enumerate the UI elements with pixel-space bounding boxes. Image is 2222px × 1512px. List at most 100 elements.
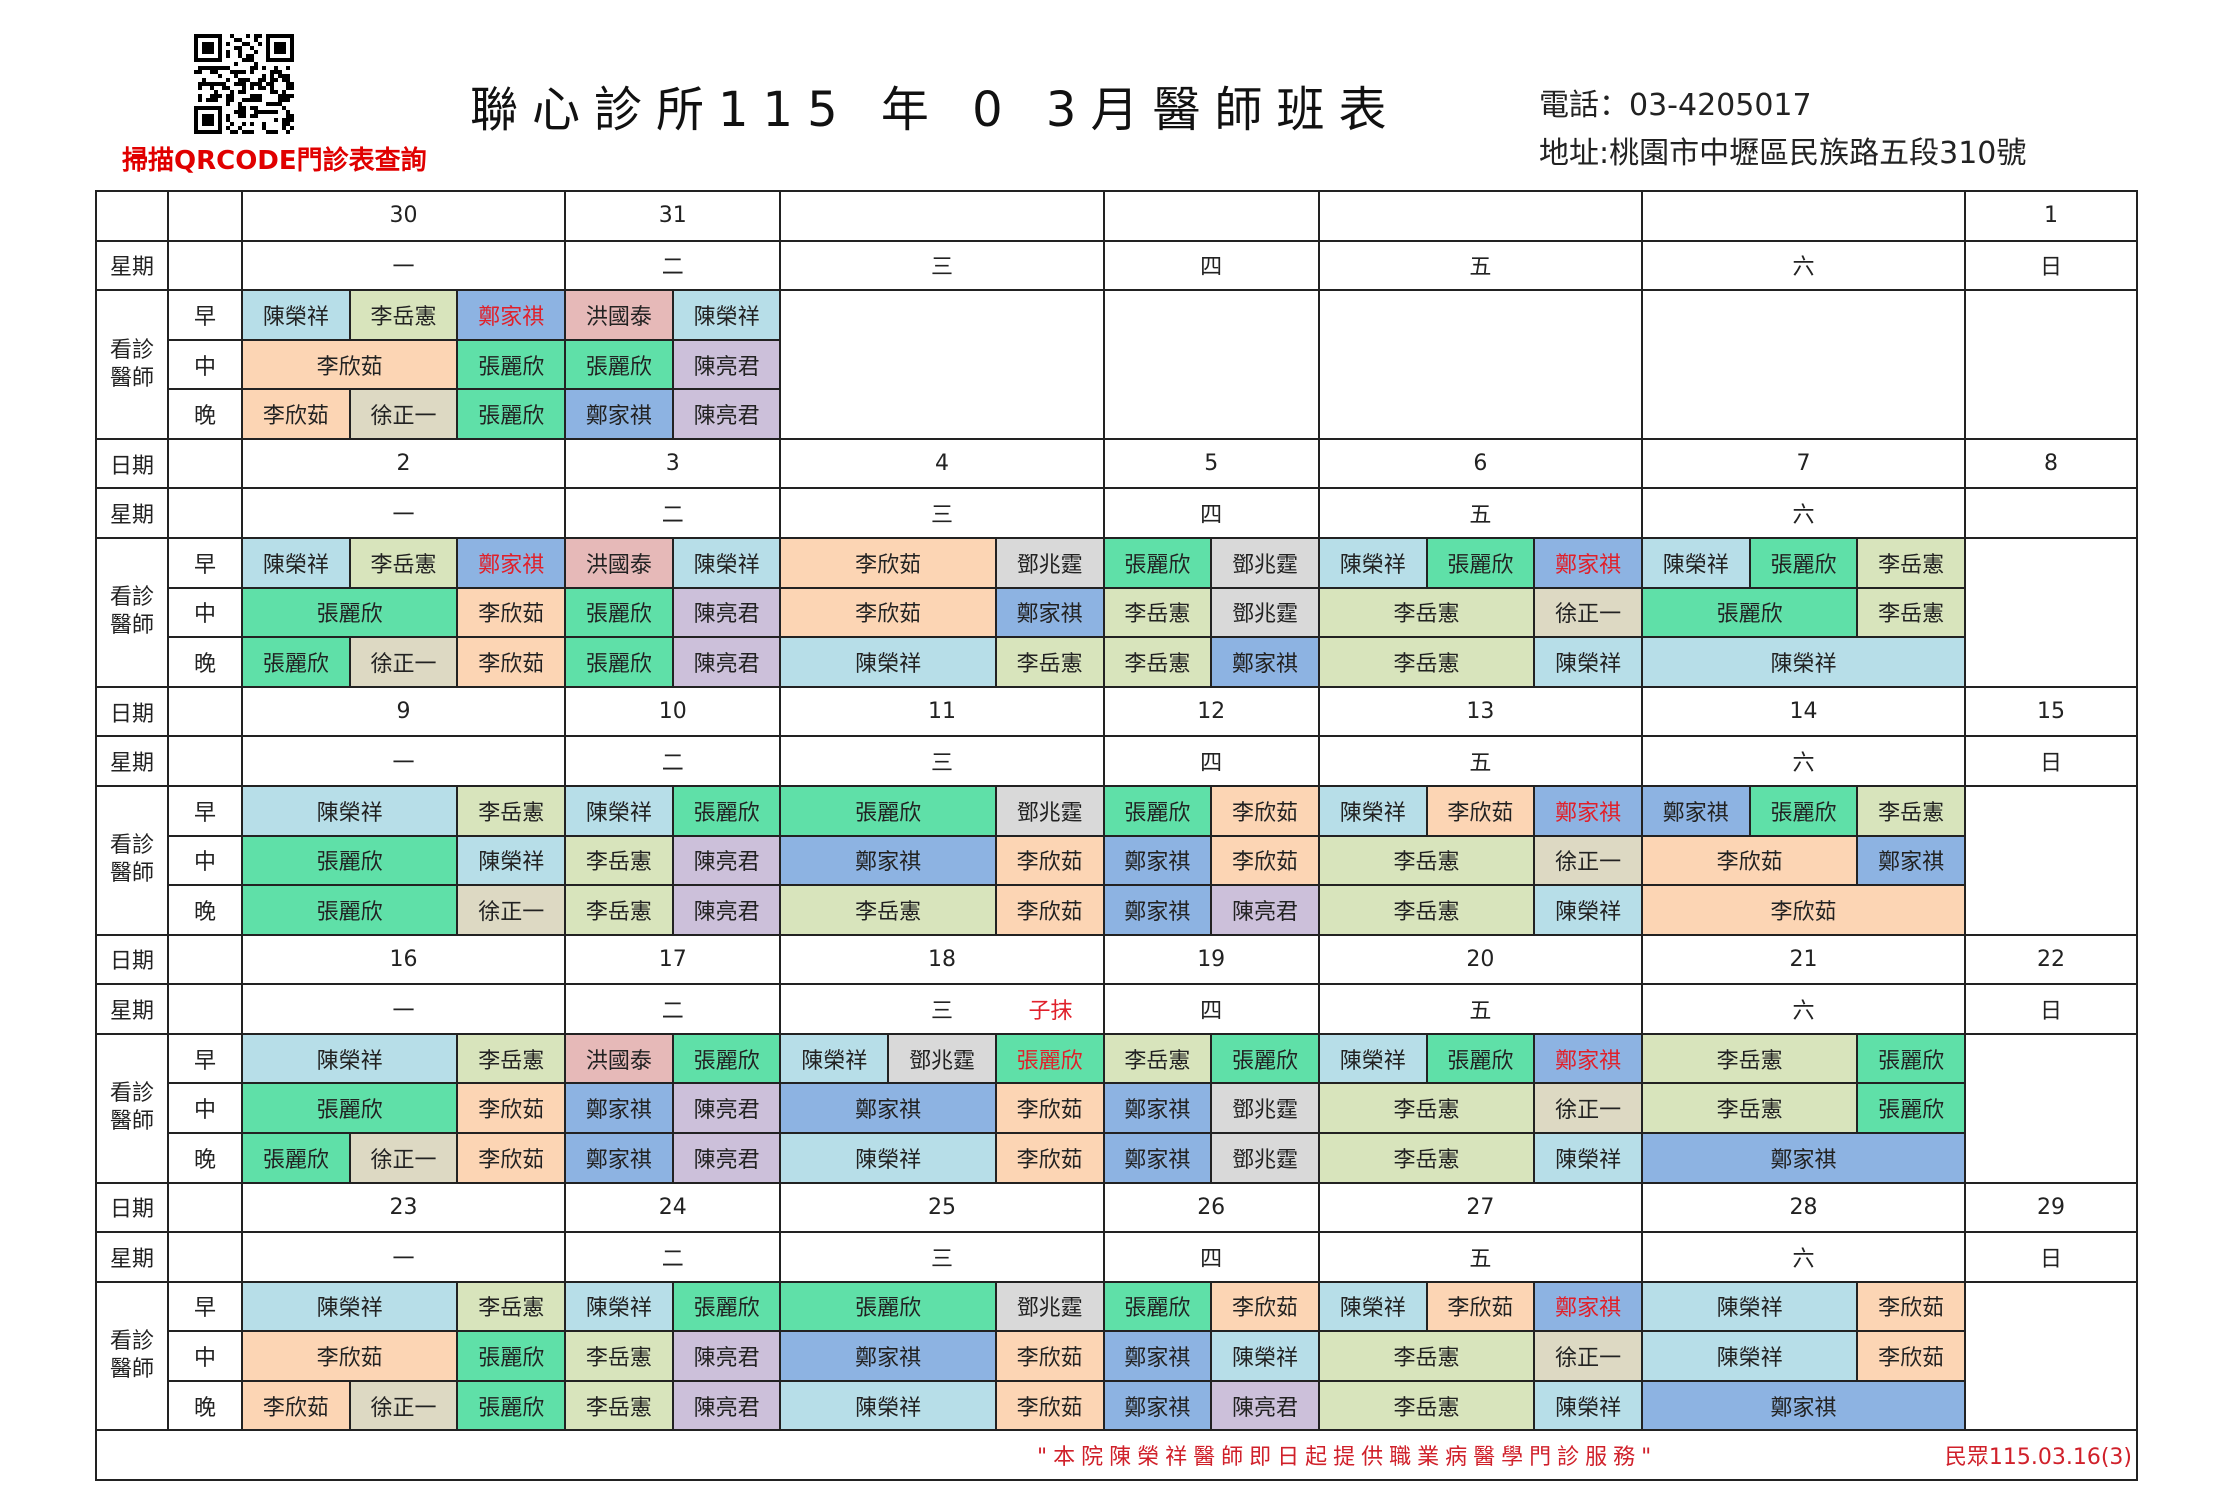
doctor-cell: 徐正一 — [350, 1381, 457, 1430]
doctor-cell: 李岳憲 — [1319, 588, 1534, 637]
doctor-cell: 張麗欣 — [243, 1084, 457, 1132]
doctor-cell: 鄭家祺 — [1104, 886, 1211, 934]
doctor-cell: 鄧兆霆 — [996, 786, 1103, 835]
doctor-cell: 陳亮君 — [673, 340, 780, 389]
doctor-cell: 張麗欣 — [566, 638, 672, 686]
footer-row: "本院陳榮祥醫師即日起提供職業病醫學門診服務" 民眾115.03.16(3) — [97, 1431, 2136, 1479]
doctor-cell: 陳榮祥 — [1642, 638, 1964, 686]
empty-cell — [169, 192, 241, 240]
doctor-cell: 李欣茹 — [996, 886, 1103, 934]
doctor-cell: 鄭家祺 — [458, 291, 565, 339]
doctor-cell: 張麗欣 — [1750, 786, 1857, 835]
doctor-cell: 張麗欣 — [1858, 1034, 1964, 1083]
date-label: 日期 — [97, 935, 167, 984]
weekday-label: 星期 — [97, 737, 167, 785]
doctor-cell: 陳榮祥 — [1319, 539, 1426, 587]
weekday-cell: 二 — [566, 489, 780, 538]
doctor-cell: 鄭家祺 — [1535, 1282, 1641, 1331]
weekday-label: 星期 — [97, 241, 167, 290]
doctor-cell: 陳榮祥 — [781, 1381, 995, 1430]
doctor-cell: 鄭家祺 — [458, 539, 565, 587]
empty-cell — [97, 192, 167, 240]
doctor-cell: 陳亮君 — [673, 836, 780, 885]
shift-label-1: 中 — [169, 588, 241, 637]
doctor-cell: 鄧兆霆 — [996, 1282, 1103, 1331]
doctor-cell: 陳榮祥 — [781, 638, 995, 686]
doctor-cell: 張麗欣 — [673, 1034, 780, 1083]
doctor-cell: 李岳憲 — [566, 836, 672, 885]
doctor-cell: 鄭家祺 — [1212, 638, 1318, 686]
doctor-cell: 李岳憲 — [1104, 588, 1211, 637]
doctor-cell: 李欣茹 — [458, 638, 565, 686]
doctor-cell: 徐正一 — [350, 638, 457, 686]
doctor-cell: 陳榮祥 — [1212, 1332, 1318, 1380]
doctor-cell: 張麗欣 — [996, 1034, 1103, 1083]
doctor-cell: 李欣茹 — [1642, 836, 1857, 885]
weekday-cell: 一 — [243, 241, 565, 290]
doctor-cell: 鄭家祺 — [1535, 1034, 1641, 1083]
empty-schedule-cell — [1966, 786, 2136, 934]
doctor-cell: 鄭家祺 — [1104, 836, 1211, 885]
weekday-cell: 一 — [243, 1233, 565, 1281]
weekday-cell: 日 — [1966, 737, 2136, 785]
doctor-cell: 張麗欣 — [1104, 539, 1211, 587]
doctor-cell: 李欣茹 — [781, 588, 995, 637]
empty-schedule-cell — [1104, 291, 1318, 438]
doctors-label: 看診 醫師 — [97, 786, 167, 934]
empty-schedule-cell — [1966, 1034, 2136, 1182]
doctor-cell: 張麗欣 — [243, 1133, 349, 1182]
doctor-cell: 李岳憲 — [1642, 1034, 1857, 1083]
date-cell: 16 — [243, 935, 565, 984]
empty-cell — [169, 241, 241, 290]
weekday-cell: 六 — [1642, 1233, 1964, 1281]
doctor-cell: 陳榮祥 — [1535, 638, 1641, 686]
shift-label-0: 早 — [169, 1282, 241, 1331]
doctors-label-text: 醫師 — [109, 613, 154, 639]
doctor-cell: 徐正一 — [1535, 588, 1641, 637]
doctor-cell: 鄧兆霆 — [889, 1034, 995, 1083]
empty-cell — [169, 489, 241, 538]
weekday-cell: 四 — [1104, 737, 1318, 785]
doctor-cell: 鄭家祺 — [781, 836, 995, 885]
date-cell: 6 — [1319, 439, 1641, 488]
doctor-cell: 李岳憲 — [566, 1332, 672, 1380]
doctor-cell: 李岳憲 — [1858, 786, 1964, 835]
weekday-label: 星期 — [97, 489, 167, 538]
doctor-cell: 李欣茹 — [243, 1332, 457, 1380]
doctor-cell: 鄭家祺 — [1104, 1381, 1211, 1430]
doctor-cell: 陳亮君 — [673, 1133, 780, 1182]
date-cell: 1 — [1966, 192, 2136, 240]
doctor-cell: 李岳憲 — [1642, 1084, 1857, 1132]
doctor-cell: 張麗欣 — [1642, 588, 1857, 637]
doctor-cell: 洪國泰 — [566, 291, 672, 339]
doctors-label-text: 看診 — [109, 1329, 154, 1355]
doctor-cell: 陳榮祥 — [243, 1034, 457, 1083]
doctor-cell: 張麗欣 — [566, 340, 672, 389]
weekday-cell: 四 — [1104, 1233, 1318, 1281]
doctor-cell: 張麗欣 — [243, 886, 457, 934]
doctor-cell: 陳亮君 — [673, 1381, 780, 1430]
date-cell: 26 — [1104, 1183, 1318, 1232]
doctor-cell: 李欣茹 — [1212, 836, 1318, 885]
doctor-cell: 洪國泰 — [566, 1034, 672, 1083]
doctor-cell: 陳榮祥 — [243, 1282, 457, 1331]
weekday-note: 子抹 — [1028, 999, 1073, 1024]
doctor-cell: 鄭家祺 — [1104, 1133, 1211, 1182]
empty-schedule-cell — [1642, 291, 1964, 438]
date-cell: 7 — [1642, 439, 1964, 488]
date-label: 日期 — [97, 687, 167, 736]
date-cell: 9 — [243, 687, 565, 736]
doctor-cell: 陳榮祥 — [566, 786, 672, 835]
doctor-cell: 張麗欣 — [566, 588, 672, 637]
date-cell: 20 — [1319, 935, 1641, 984]
doctor-cell: 鄭家祺 — [1642, 1133, 1964, 1182]
doctor-cell: 陳亮君 — [673, 638, 780, 686]
date-cell: 11 — [781, 687, 1103, 736]
doctor-cell: 鄭家祺 — [566, 390, 672, 438]
doctor-cell: 陳亮君 — [673, 1332, 780, 1380]
date-cell: 12 — [1104, 687, 1318, 736]
date-cell: 30 — [243, 192, 565, 240]
weekday-cell: 五 — [1319, 241, 1641, 290]
date-cell: 2 — [243, 439, 565, 488]
weekday-cell: 四 — [1104, 489, 1318, 538]
